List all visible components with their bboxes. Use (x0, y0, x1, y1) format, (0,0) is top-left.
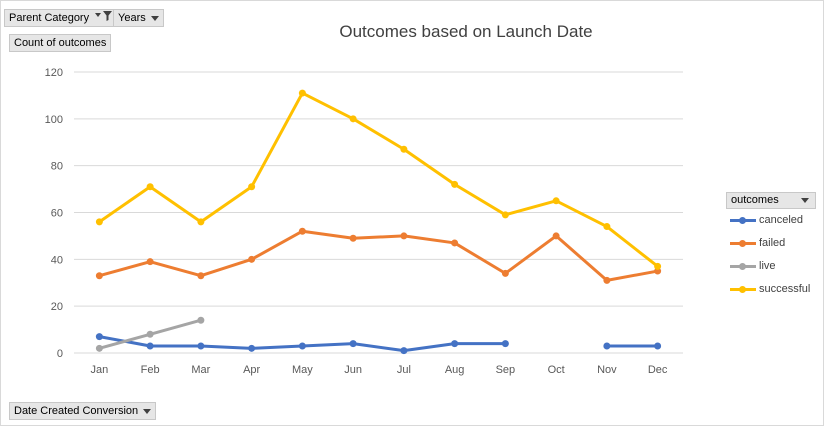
x-tick-label: May (292, 364, 313, 376)
legend-filter-button[interactable]: outcomes (726, 192, 816, 209)
series-live (95, 316, 205, 352)
series-line-successful (97, 91, 660, 268)
x-tick-label: Sep (496, 364, 516, 376)
data-point-failed[interactable] (603, 276, 611, 284)
x-tick-label: Dec (648, 364, 668, 376)
legend: outcomes canceled failed live successful (726, 192, 816, 301)
x-tick-label: Feb (141, 364, 160, 376)
data-point-successful[interactable] (248, 183, 256, 191)
chevron-down-icon (150, 15, 159, 21)
y-tick-label: 40 (51, 254, 63, 266)
data-point-successful[interactable] (603, 223, 611, 231)
legend-marker (739, 263, 746, 270)
y-tick-label: 100 (45, 114, 63, 126)
data-point-live[interactable] (197, 316, 205, 324)
series-canceled (95, 333, 662, 355)
series-successful (95, 89, 662, 270)
x-tick-label: Oct (548, 364, 565, 376)
data-point-failed[interactable] (451, 239, 459, 247)
y-axis-tick-labels: 0 20 40 60 80 100 120 (45, 67, 63, 360)
legend-label: canceled (759, 214, 804, 226)
x-tick-label: Jun (344, 364, 362, 376)
values-field-button[interactable]: Count of outcomes (9, 34, 112, 52)
x-tick-label: Jan (91, 364, 109, 376)
years-label: Years (118, 12, 146, 24)
data-point-failed[interactable] (501, 269, 509, 277)
data-point-canceled[interactable] (501, 340, 509, 348)
y-tick-label: 20 (51, 301, 63, 313)
legend-item-live[interactable]: live (726, 255, 816, 278)
data-point-successful[interactable] (501, 211, 509, 219)
legend-label: failed (759, 237, 786, 249)
x-axis-tick-labels: Jan Feb Mar Apr May Jun Jul Aug Sep Oct Nov Dec (91, 364, 668, 376)
legend-item-failed[interactable]: failed (726, 232, 816, 255)
data-point-successful[interactable] (197, 218, 205, 226)
data-point-canceled[interactable] (349, 340, 357, 348)
data-point-failed[interactable] (146, 258, 154, 266)
y-tick-label: 80 (51, 161, 63, 173)
parent-category-label: Parent Category (9, 12, 90, 24)
data-point-failed[interactable] (298, 227, 306, 235)
legend-marker (739, 286, 746, 293)
data-point-canceled[interactable] (146, 342, 154, 350)
data-point-canceled[interactable] (654, 342, 662, 350)
values-field-label: Count of outcomes (14, 37, 107, 49)
legend-marker (739, 217, 746, 224)
data-point-failed[interactable] (400, 232, 408, 240)
parent-category-filter-button[interactable]: Parent Category (4, 9, 119, 27)
legend-title: outcomes (731, 194, 779, 206)
legend-label: live (759, 260, 776, 272)
x-tick-label: Apr (243, 364, 260, 376)
data-point-live[interactable] (146, 330, 154, 338)
data-point-canceled[interactable] (451, 340, 459, 348)
data-point-failed[interactable] (248, 255, 256, 263)
data-point-failed[interactable] (197, 272, 205, 280)
data-point-failed[interactable] (349, 234, 357, 242)
data-point-successful[interactable] (349, 115, 357, 123)
x-tick-label: Nov (597, 364, 617, 376)
gridlines (74, 71, 683, 354)
legend-item-successful[interactable]: successful (726, 278, 816, 301)
axis-field-label: Date Created Conversion (14, 405, 139, 417)
legend-label: successful (759, 283, 811, 295)
data-point-live[interactable] (95, 344, 103, 352)
y-tick-label: 60 (51, 208, 63, 220)
y-tick-label: 120 (45, 67, 63, 79)
data-point-failed[interactable] (95, 272, 103, 280)
data-point-successful[interactable] (654, 262, 662, 270)
data-point-canceled[interactable] (95, 333, 103, 341)
series-line-failed (97, 229, 660, 282)
data-point-successful[interactable] (451, 180, 459, 188)
data-point-canceled[interactable] (197, 342, 205, 350)
data-point-successful[interactable] (146, 183, 154, 191)
x-tick-label: Aug (445, 364, 465, 376)
chevron-down-icon (143, 408, 152, 414)
data-point-failed[interactable] (552, 232, 560, 240)
data-point-successful[interactable] (552, 197, 560, 205)
series-failed (95, 227, 662, 284)
chart-title: Outcomes based on Launch Date (339, 22, 592, 41)
data-point-canceled[interactable] (603, 342, 611, 350)
x-tick-label: Jul (397, 364, 411, 376)
data-point-canceled[interactable] (400, 347, 408, 355)
chevron-down-icon (801, 198, 809, 203)
axis-field-button[interactable]: Date Created Conversion (9, 402, 157, 420)
legend-item-canceled[interactable]: canceled (726, 209, 816, 232)
x-tick-label: Mar (191, 364, 210, 376)
series-lines (95, 89, 662, 355)
data-point-canceled[interactable] (298, 342, 306, 350)
data-point-successful[interactable] (95, 218, 103, 226)
data-point-canceled[interactable] (248, 344, 256, 352)
y-tick-label: 0 (57, 348, 63, 360)
data-point-successful[interactable] (400, 145, 408, 153)
legend-marker (739, 240, 746, 247)
filter-funnel-icon (95, 10, 113, 26)
years-filter-button[interactable]: Years (113, 9, 164, 27)
data-point-successful[interactable] (298, 89, 306, 97)
